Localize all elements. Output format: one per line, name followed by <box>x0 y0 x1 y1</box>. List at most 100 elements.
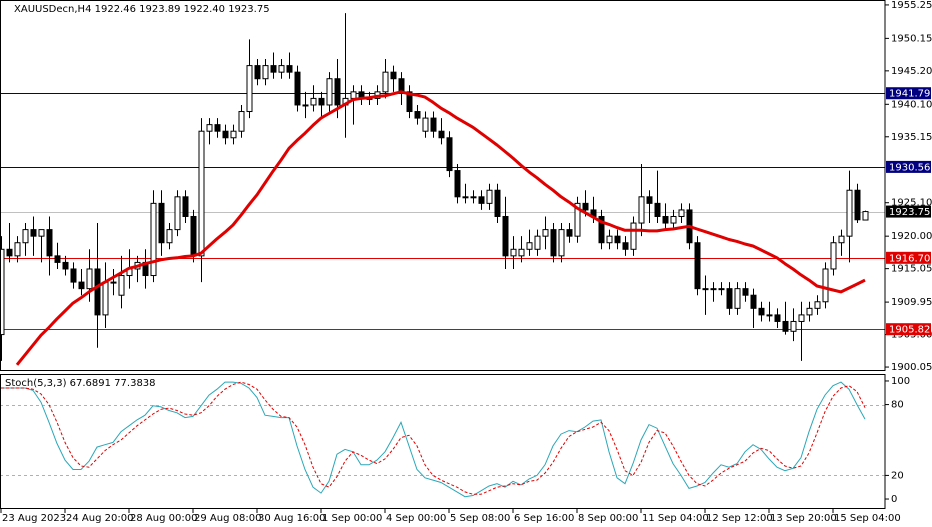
level-label-box <box>886 87 931 100</box>
candle-body <box>54 255 61 263</box>
stoch-plot <box>0 381 885 498</box>
candle-body <box>486 189 493 204</box>
x-tick-label: 6 Sep 16:00 <box>514 513 574 524</box>
candle-body <box>102 281 109 316</box>
candle-body <box>750 294 757 309</box>
candle-body <box>446 137 453 172</box>
y-tick-label: 1950.15 <box>891 33 932 44</box>
candle-body <box>382 71 389 93</box>
x-tick-label: 13 Sep 20:00 <box>770 513 837 524</box>
candle-body <box>814 301 821 309</box>
candle-body <box>606 235 613 244</box>
candle-body <box>478 196 485 204</box>
candle-body <box>414 111 421 119</box>
main-frame <box>0 0 886 371</box>
candle-body <box>118 275 125 296</box>
y-tick-label: 1945.20 <box>891 66 932 77</box>
x-tick-label: 24 Aug 20:00 <box>66 513 133 524</box>
candle-body <box>734 288 741 309</box>
level-label: 1930.56 <box>889 162 930 173</box>
candle-body <box>222 130 229 139</box>
candle-body <box>150 202 157 277</box>
candle-body <box>470 196 477 199</box>
x-tick-label: 1 Sep 00:00 <box>322 513 382 524</box>
stoch-title: Stoch(5,3,3) 67.6891 77.3838 <box>5 378 156 389</box>
x-tick-label: 15 Sep 04:00 <box>834 513 901 524</box>
candle-body <box>758 307 765 316</box>
level-label-box <box>886 323 931 336</box>
candle-body <box>158 202 165 244</box>
candle-body <box>22 229 29 244</box>
candle-body <box>830 242 837 270</box>
candle-body <box>846 189 853 237</box>
candle-body <box>94 268 101 316</box>
candle-body <box>390 71 397 80</box>
candle-body <box>326 78 333 106</box>
level-label: 1923.75 <box>889 207 930 218</box>
candle-body <box>38 229 45 237</box>
y-tick-label: 0 <box>891 494 897 505</box>
candle-body <box>510 248 517 257</box>
x-tick-label: 5 Sep 08:00 <box>450 513 510 524</box>
candle-body <box>638 196 645 224</box>
candle-body <box>294 71 301 106</box>
y-tick-label: 1925.10 <box>891 198 932 209</box>
stoch-frame <box>0 374 886 509</box>
y-tick-label: 1900.05 <box>891 362 932 373</box>
y-tick-label: 1920.00 <box>891 231 932 242</box>
candle-body <box>422 117 429 132</box>
candle-body <box>214 124 221 132</box>
x-tick-label: 12 Sep 12:00 <box>706 513 773 524</box>
candle-body <box>198 130 205 257</box>
candle-body <box>798 314 805 322</box>
candle-body <box>86 268 93 290</box>
candle-body <box>726 288 733 309</box>
candle-body <box>254 65 261 80</box>
chart-title: XAUUSDecn,H4 1922.46 1923.89 1922.40 192… <box>14 4 270 15</box>
candle-body <box>462 196 469 199</box>
y-tick-label: 1915.05 <box>891 264 932 275</box>
candle-body <box>854 189 861 221</box>
level-label: 1916.70 <box>889 253 930 264</box>
candle-body <box>454 170 461 198</box>
candle-body <box>278 65 285 73</box>
x-tick-label: 29 Aug 08:00 <box>194 513 261 524</box>
candle-body <box>670 215 677 224</box>
x-tick-label: 8 Sep 00:00 <box>578 513 638 524</box>
x-tick-label: 23 Aug 2023 <box>2 513 66 524</box>
candle-body <box>398 78 405 93</box>
candle-body <box>718 288 725 291</box>
y-tick-label: 1940.10 <box>891 99 932 110</box>
y-tick-label: 1935.15 <box>891 132 932 143</box>
candle-body <box>614 235 621 244</box>
x-tick-label: 28 Aug 00:00 <box>130 513 197 524</box>
candle-body <box>622 242 629 250</box>
candle-body <box>166 229 173 244</box>
candle-body <box>310 97 317 106</box>
stoch-line <box>1 381 866 495</box>
main-plot <box>0 13 885 366</box>
candle-body <box>654 202 661 217</box>
candle-body <box>246 65 253 113</box>
candle-body <box>774 314 781 322</box>
candle-body <box>558 229 565 257</box>
candle-body <box>822 268 829 303</box>
candle-body <box>566 229 573 237</box>
candle-body <box>206 124 213 132</box>
candle-body <box>582 202 589 211</box>
candle-body <box>286 65 293 73</box>
candle-body <box>318 97 325 106</box>
candle-body <box>62 261 69 270</box>
candle-body <box>806 307 813 316</box>
candle-body <box>14 242 21 257</box>
candle-body <box>230 130 237 139</box>
candle-body <box>598 215 605 244</box>
candle-body <box>334 78 341 106</box>
candle-body <box>110 281 117 284</box>
candle-body <box>782 320 789 332</box>
candle-body <box>534 235 541 250</box>
level-label: 1905.82 <box>889 325 930 336</box>
candle-body <box>790 320 797 332</box>
